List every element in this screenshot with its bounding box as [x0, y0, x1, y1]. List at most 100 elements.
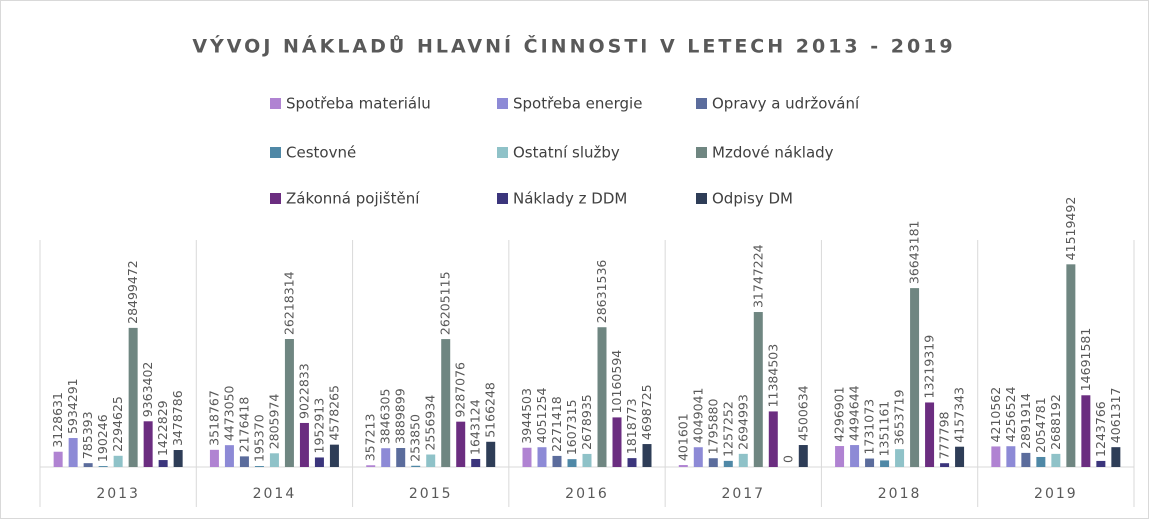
bar	[708, 458, 718, 467]
bar	[128, 327, 138, 467]
bar	[239, 456, 249, 467]
data-label: 253850	[408, 414, 423, 462]
data-label: 777798	[937, 411, 952, 459]
bar	[910, 288, 920, 467]
data-label: 2688192	[1048, 394, 1063, 450]
bar	[1021, 452, 1031, 467]
data-label: 2294625	[110, 396, 125, 452]
bar	[865, 458, 875, 467]
bar	[68, 438, 78, 467]
bar	[224, 445, 234, 467]
bar	[768, 411, 778, 467]
data-label: 2271418	[549, 396, 564, 452]
x-tick-label: 2013	[96, 486, 140, 502]
legend-label: Zákonná pojištění	[286, 190, 420, 208]
data-label: 26205115	[438, 271, 453, 335]
bar	[173, 450, 183, 467]
bar	[1096, 460, 1106, 467]
legend-swatch	[696, 147, 707, 158]
data-label: 1351161	[877, 401, 892, 457]
bar	[991, 446, 1001, 467]
data-label: 357213	[363, 414, 378, 462]
bar	[955, 446, 965, 467]
legend-swatch	[270, 147, 281, 158]
bar	[396, 448, 406, 467]
legend-label: Odpisy DM	[712, 190, 793, 208]
data-label: 2891914	[1018, 393, 1033, 449]
data-label: 41519492	[1063, 197, 1078, 261]
legend-swatch	[696, 98, 707, 109]
data-label: 4051254	[534, 388, 549, 444]
data-label: 785393	[80, 411, 95, 459]
legend-label: Cestovné	[286, 144, 356, 162]
bar	[269, 453, 279, 467]
bar	[552, 455, 562, 467]
bar	[627, 458, 637, 467]
legend-swatch	[270, 193, 281, 204]
legend-swatch	[696, 193, 707, 204]
bar	[1051, 453, 1061, 467]
legend-label: Spotřeba materiálu	[286, 95, 431, 113]
data-label: 26218314	[281, 271, 296, 335]
x-tick-label: 2016	[565, 486, 609, 502]
data-label: 3846305	[378, 389, 393, 445]
data-label: 4256524	[1003, 387, 1018, 443]
data-label: 2054781	[1033, 397, 1048, 453]
data-label: 4494644	[847, 385, 862, 441]
data-label: 3653719	[892, 389, 907, 445]
data-label: 4473050	[221, 385, 236, 441]
bar	[366, 465, 376, 467]
bar	[895, 449, 905, 467]
bar	[284, 339, 294, 467]
bar	[158, 460, 168, 467]
bar	[329, 444, 339, 467]
data-label: 9363402	[140, 362, 155, 418]
data-label: 4061317	[1108, 388, 1123, 444]
legend-label: Náklady z DDM	[513, 190, 627, 208]
data-label: 1731073	[862, 399, 877, 455]
bar	[1081, 395, 1091, 467]
data-label: 2694993	[735, 394, 750, 450]
data-label: 9022833	[296, 363, 311, 419]
data-label: 5166248	[483, 382, 498, 438]
data-label: 9287076	[453, 362, 468, 418]
x-tick-label: 2014	[253, 486, 297, 502]
bar	[314, 457, 324, 467]
bar	[738, 453, 748, 467]
bar	[299, 422, 309, 467]
data-label: 36643181	[907, 221, 922, 285]
data-label: 4698725	[639, 384, 654, 440]
bar	[471, 458, 481, 467]
chart-title: VÝVOJ NÁKLADŮ HLAVNÍ ČINNOSTI V LETECH 2…	[192, 34, 955, 58]
data-label: 2176418	[236, 397, 251, 453]
bar	[798, 445, 808, 467]
data-label: 3128631	[50, 392, 65, 448]
data-label: 1643124	[468, 399, 483, 455]
bar	[98, 466, 108, 467]
data-label: 5934291	[65, 378, 80, 434]
bar	[209, 449, 219, 467]
data-label: 4049041	[690, 388, 705, 444]
bar	[880, 460, 890, 467]
bar	[254, 466, 264, 467]
data-label: 190246	[95, 414, 110, 462]
legend-swatch	[270, 98, 281, 109]
bar	[486, 441, 496, 467]
x-tick-label: 2017	[721, 486, 765, 502]
data-label: 1795880	[705, 399, 720, 455]
bar	[1006, 446, 1016, 467]
legend-label: Ostatní služby	[513, 144, 620, 162]
x-tick-label: 2019	[1034, 486, 1078, 502]
data-label: 0	[780, 455, 795, 463]
bar	[381, 448, 391, 467]
bar	[835, 446, 845, 467]
data-label: 10160594	[609, 350, 624, 414]
bar	[113, 455, 123, 467]
bar	[441, 339, 451, 467]
data-label: 4578265	[326, 385, 341, 441]
data-label: 1257252	[720, 401, 735, 457]
data-label: 3889899	[393, 388, 408, 444]
data-label: 195370	[251, 414, 266, 462]
